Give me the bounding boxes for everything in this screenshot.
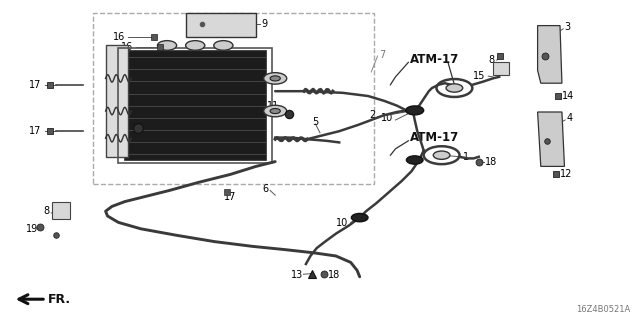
Text: 9: 9 (261, 19, 268, 29)
Text: 14: 14 (562, 91, 574, 101)
Circle shape (351, 213, 368, 222)
Text: 18: 18 (328, 270, 340, 280)
Text: 8: 8 (488, 55, 494, 65)
Text: 5: 5 (312, 116, 319, 127)
Circle shape (406, 106, 424, 115)
Text: 10: 10 (336, 218, 348, 228)
Circle shape (214, 41, 233, 50)
Circle shape (264, 105, 287, 117)
Text: ATM-17: ATM-17 (410, 131, 459, 144)
Text: 7: 7 (379, 50, 385, 60)
Circle shape (157, 41, 177, 50)
Text: 13: 13 (291, 270, 303, 280)
Circle shape (270, 108, 280, 114)
Text: 2: 2 (369, 110, 375, 120)
Bar (106, 45, 128, 157)
Text: 15: 15 (474, 71, 486, 81)
Text: 10: 10 (381, 113, 393, 124)
Text: 12: 12 (560, 169, 572, 180)
Text: 16Z4B0521A: 16Z4B0521A (576, 305, 630, 314)
Polygon shape (538, 26, 562, 83)
Circle shape (186, 41, 205, 50)
Circle shape (406, 156, 423, 164)
Text: 6: 6 (262, 184, 269, 194)
Text: 8: 8 (44, 206, 50, 216)
Bar (186, 13, 256, 37)
Text: ATM-17: ATM-17 (410, 53, 459, 66)
Text: 19: 19 (26, 224, 38, 234)
Circle shape (446, 84, 463, 92)
Circle shape (270, 76, 280, 81)
Text: 18: 18 (485, 156, 497, 167)
Text: FR.: FR. (48, 293, 71, 306)
Text: 17: 17 (224, 192, 237, 202)
Text: 16: 16 (113, 32, 125, 42)
Bar (118, 48, 272, 163)
Text: 16: 16 (121, 42, 133, 52)
Text: 3: 3 (564, 22, 571, 32)
Text: 1: 1 (463, 152, 470, 162)
Text: 11: 11 (267, 100, 279, 111)
Circle shape (264, 73, 287, 84)
Bar (125, 51, 266, 160)
Polygon shape (538, 112, 564, 166)
Text: 17: 17 (29, 80, 42, 90)
Text: 4: 4 (566, 113, 573, 124)
Circle shape (433, 151, 450, 159)
Bar (93, 13, 374, 184)
Bar (52, 202, 70, 219)
Text: 11: 11 (111, 126, 123, 136)
Text: 17: 17 (29, 126, 42, 136)
Bar (493, 62, 509, 75)
